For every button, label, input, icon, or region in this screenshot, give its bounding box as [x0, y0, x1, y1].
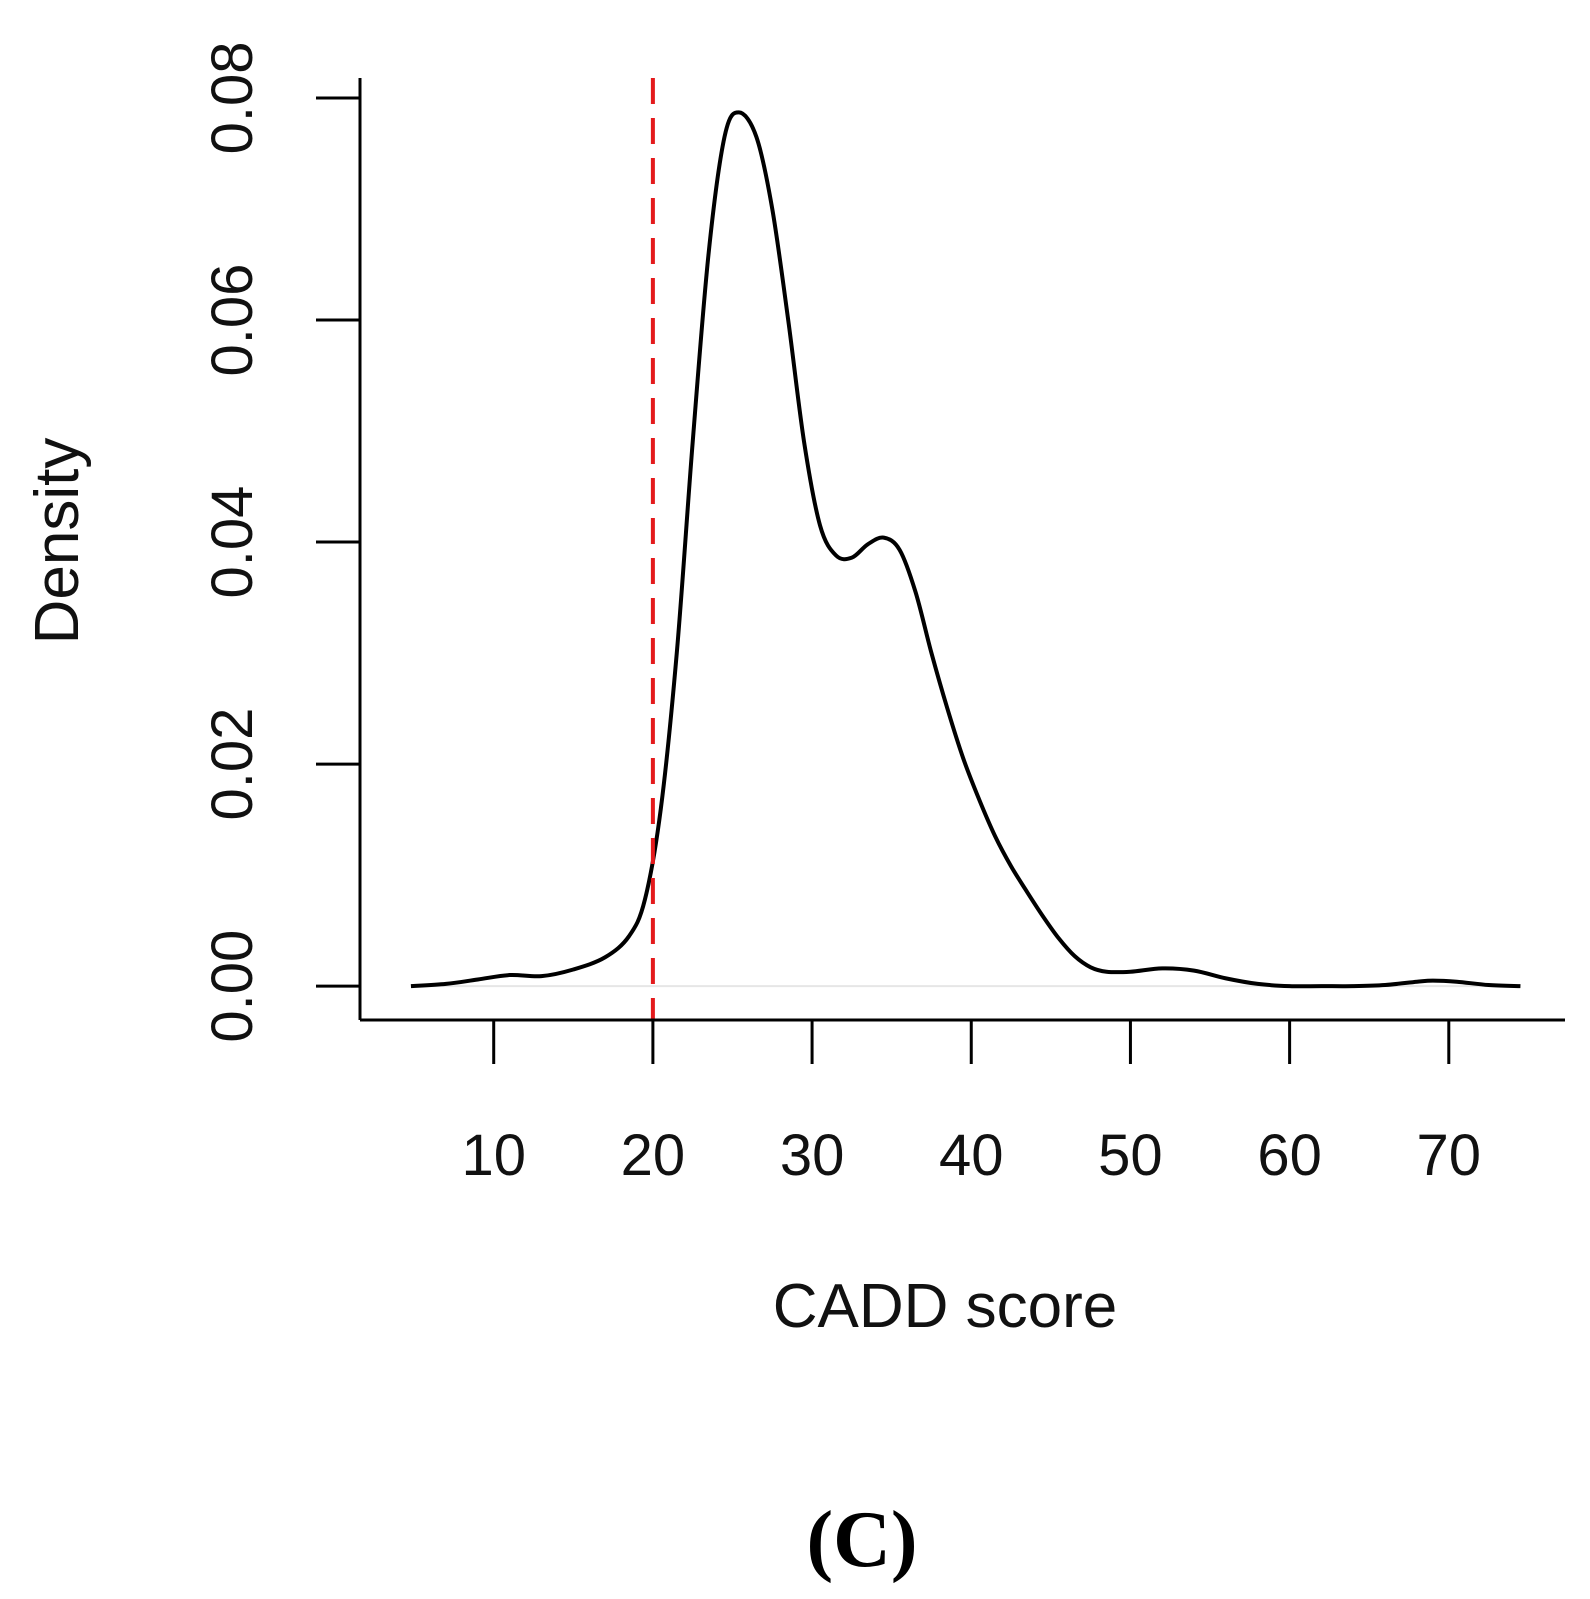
y-tick-label-0.04: 0.04	[200, 486, 265, 599]
x-tick-label-70: 70	[1417, 1123, 1482, 1188]
x-tick-label-30: 30	[780, 1123, 845, 1188]
density-curve	[410, 110, 1521, 989]
y-axis-title: Density	[23, 438, 92, 645]
x-tick-label-60: 60	[1257, 1123, 1322, 1188]
y-tick-label-0.08: 0.08	[200, 42, 265, 155]
x-axis-title: CADD score	[773, 1272, 1118, 1341]
x-tick-label-40: 40	[939, 1123, 1004, 1188]
x-tick-label-50: 50	[1098, 1123, 1163, 1188]
x-tick-label-20: 20	[621, 1123, 686, 1188]
x-tick-label-10: 10	[461, 1123, 526, 1188]
panel-label: (C)	[806, 1496, 917, 1584]
y-tick-label-0.06: 0.06	[200, 264, 265, 377]
y-tick-label-0.00: 0.00	[200, 930, 265, 1043]
y-tick-label-0.02: 0.02	[200, 708, 265, 821]
